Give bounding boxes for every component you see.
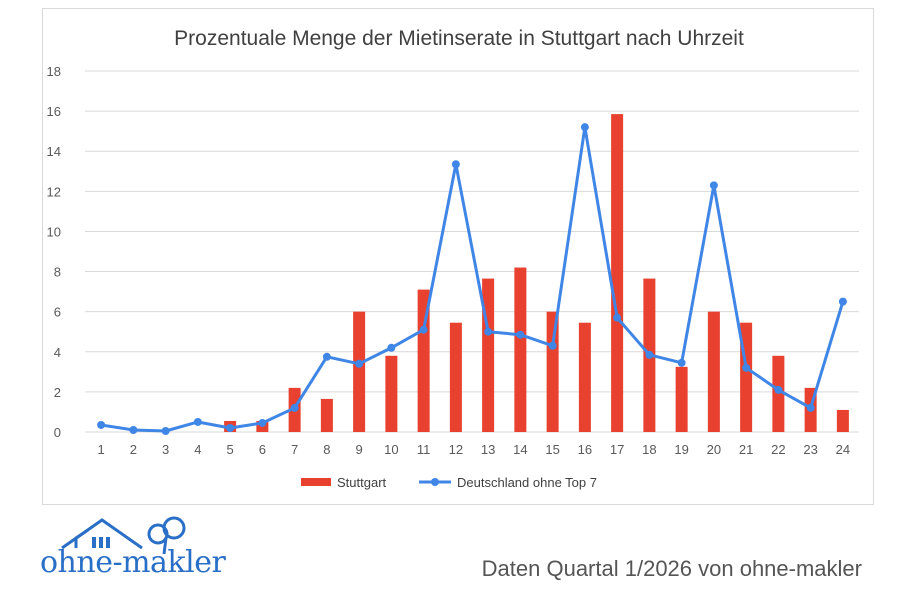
- x-tick-label: 20: [707, 442, 721, 457]
- x-tick-label: 12: [449, 442, 463, 457]
- point-deutschland: [516, 330, 525, 339]
- x-tick-label: 16: [578, 442, 592, 457]
- bar-stuttgart: [546, 311, 559, 432]
- bar-stuttgart: [611, 114, 624, 432]
- bar-stuttgart: [772, 355, 785, 432]
- x-tick-label: 23: [803, 442, 817, 457]
- point-deutschland: [774, 385, 783, 394]
- point-deutschland: [451, 160, 460, 169]
- bar-stuttgart: [707, 311, 720, 432]
- x-tick-label: 8: [323, 442, 330, 457]
- source-note: Daten Quartal 1/2026 von ohne-makler: [481, 556, 862, 581]
- point-deutschland: [838, 297, 847, 306]
- legend-line-marker: [431, 478, 439, 486]
- tree-icon: [147, 516, 186, 555]
- y-axis-ticks: 0 2 4 6 8 10 12 14 16 18: [47, 64, 61, 440]
- y-tick-label: 18: [47, 64, 61, 79]
- point-deutschland: [226, 423, 235, 432]
- y-tick-label: 8: [54, 265, 61, 280]
- x-tick-label: 15: [545, 442, 559, 457]
- x-tick-label: 24: [836, 442, 850, 457]
- point-deutschland: [322, 352, 331, 361]
- x-tick-label: 4: [194, 442, 201, 457]
- point-deutschland: [129, 425, 138, 434]
- x-tick-label: 19: [674, 442, 688, 457]
- chart-frame: Prozentuale Menge der Mietinserate in St…: [42, 8, 874, 505]
- x-tick-label: 3: [162, 442, 169, 457]
- y-tick-label: 12: [47, 184, 61, 199]
- point-deutschland: [161, 426, 170, 435]
- house-icon: [61, 518, 143, 550]
- y-tick-label: 16: [47, 104, 61, 119]
- legend-label-deutschland: Deutschland ohne Top 7: [457, 475, 597, 490]
- line-deutschland: [100, 125, 845, 433]
- bar-stuttgart: [320, 398, 333, 432]
- chart-svg: Prozentuale Menge der Mietinserate in St…: [47, 27, 859, 490]
- x-tick-label: 14: [513, 442, 527, 457]
- ohne-makler-logo: [61, 516, 186, 555]
- grid-lines: [85, 70, 859, 433]
- y-tick-label: 14: [47, 144, 61, 159]
- x-tick-label: 5: [227, 442, 234, 457]
- point-deutschland: [742, 363, 751, 372]
- y-tick-label: 6: [54, 305, 61, 320]
- bar-stuttgart: [578, 322, 591, 432]
- bar-stuttgart: [417, 289, 430, 432]
- point-deutschland: [580, 123, 589, 132]
- point-deutschland: [258, 418, 267, 427]
- point-deutschland: [97, 420, 106, 429]
- point-deutschland: [677, 358, 686, 367]
- bar-stuttgart: [353, 311, 366, 432]
- bar-stuttgart: [449, 322, 462, 432]
- y-tick-label: 2: [54, 385, 61, 400]
- x-axis-ticks: 1 2 3 4 5 6 7 8 9 10 11 12 13 14 15 16 17 18 19 20 21 22 23 24: [98, 442, 851, 457]
- y-tick-label: 4: [54, 345, 61, 360]
- x-tick-label: 13: [481, 442, 495, 457]
- x-tick-label: 11: [417, 442, 431, 457]
- x-tick-label: 1: [98, 442, 105, 457]
- point-deutschland: [355, 359, 364, 368]
- point-deutschland: [387, 343, 396, 352]
- point-deutschland: [806, 403, 815, 412]
- chart-title: Prozentuale Menge der Mietinserate in St…: [174, 27, 744, 50]
- point-deutschland: [613, 313, 622, 322]
- legend-label-stuttgart: Stuttgart: [337, 475, 387, 490]
- bar-stuttgart: [385, 355, 398, 432]
- y-tick-label: 10: [47, 224, 61, 239]
- point-deutschland: [645, 350, 654, 359]
- x-tick-label: 22: [771, 442, 785, 457]
- x-tick-label: 18: [642, 442, 656, 457]
- bar-stuttgart: [675, 366, 688, 432]
- bar-stuttgart: [482, 278, 495, 432]
- y-tick-label: 0: [54, 425, 61, 440]
- legend-swatch-stuttgart: [301, 478, 331, 486]
- bar-stuttgart: [514, 267, 527, 432]
- bar-series: [224, 114, 849, 432]
- x-tick-label: 17: [610, 442, 624, 457]
- point-deutschland: [290, 403, 299, 412]
- logo-wordmark: ohne-makler: [40, 545, 226, 580]
- point-deutschland: [709, 181, 718, 190]
- point-deutschland: [419, 325, 428, 334]
- x-tick-label: 7: [291, 442, 298, 457]
- bar-stuttgart: [836, 409, 849, 432]
- point-deutschland: [484, 327, 493, 336]
- x-tick-label: 6: [259, 442, 266, 457]
- line-series: [97, 123, 847, 435]
- point-deutschland: [193, 417, 202, 426]
- x-tick-label: 9: [356, 442, 363, 457]
- legend: Stuttgart Deutschland ohne Top 7: [301, 475, 597, 490]
- x-tick-label: 10: [384, 442, 398, 457]
- point-deutschland: [548, 341, 557, 350]
- x-tick-label: 2: [130, 442, 137, 457]
- x-tick-label: 21: [739, 442, 753, 457]
